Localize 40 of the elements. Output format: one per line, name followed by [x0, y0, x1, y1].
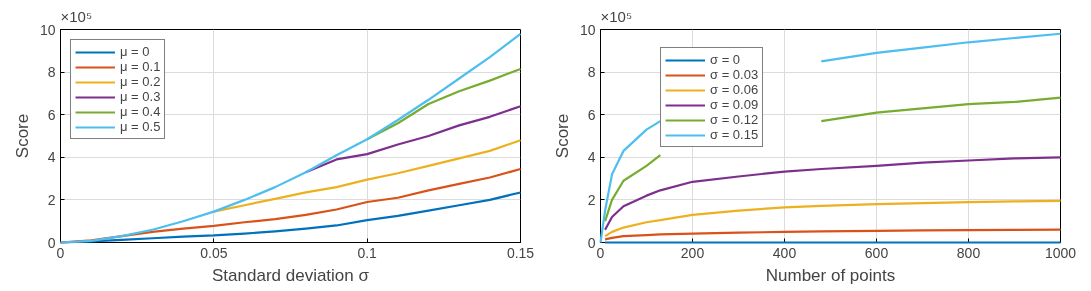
y-tick-label: 4: [47, 149, 56, 166]
text: ×10⁵: [60, 7, 93, 25]
legend-label: μ = 0.4: [120, 104, 161, 119]
legend-label: σ = 0.12: [710, 112, 759, 127]
x-tick-label: 800: [956, 244, 981, 261]
y-tick-label: 6: [587, 106, 596, 123]
y-axis-title: Score: [552, 113, 572, 159]
x-tick-label: 0.05: [200, 244, 228, 261]
y-tick-label: 2: [47, 191, 56, 208]
legend-label: σ = 0: [710, 52, 741, 67]
line-series: [604, 156, 1062, 231]
x-tick-label: 200: [680, 244, 705, 261]
x-tick-label: 0.1: [357, 244, 378, 261]
legend-label: μ = 0.3: [120, 89, 161, 104]
legend-label: μ = 0: [120, 44, 150, 59]
legend-label: μ = 0.5: [120, 119, 161, 134]
x-tick-label: 600: [864, 244, 889, 261]
line-series: [59, 32, 522, 244]
y-tick-label: 10: [39, 21, 56, 38]
x-axis-title: Number of points: [765, 265, 896, 285]
legend-label: σ = 0.06: [710, 82, 759, 97]
legend-label: σ = 0.15: [710, 127, 759, 142]
line-series: [604, 199, 1062, 238]
y-tick-label: 6: [47, 106, 56, 123]
line-series: [604, 228, 1062, 241]
y-axis-title: Score: [12, 113, 32, 159]
y-tick-label: 8: [47, 64, 56, 81]
legend-label: μ = 0.1: [120, 59, 161, 74]
y-tick-label: 4: [587, 149, 596, 166]
y-tick-label: 10: [579, 21, 596, 38]
x-tick-label: 1000: [1044, 244, 1077, 261]
x-tick-label: 400: [772, 244, 797, 261]
y-tick-label: 8: [587, 64, 596, 81]
legend-label: μ = 0.2: [120, 74, 161, 89]
text: ×10⁵: [600, 7, 633, 25]
legend-label: σ = 0.09: [710, 97, 759, 112]
legend-label: σ = 0.03: [710, 67, 759, 82]
x-axis-title: Standard deviation σ: [212, 265, 370, 285]
y-tick-label: 2: [587, 191, 596, 208]
x-tick-label: 0.15: [506, 244, 535, 261]
